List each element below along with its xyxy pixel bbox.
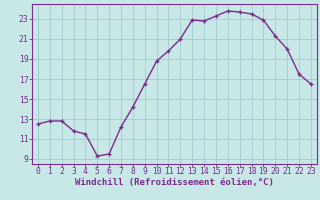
X-axis label: Windchill (Refroidissement éolien,°C): Windchill (Refroidissement éolien,°C) xyxy=(75,178,274,187)
